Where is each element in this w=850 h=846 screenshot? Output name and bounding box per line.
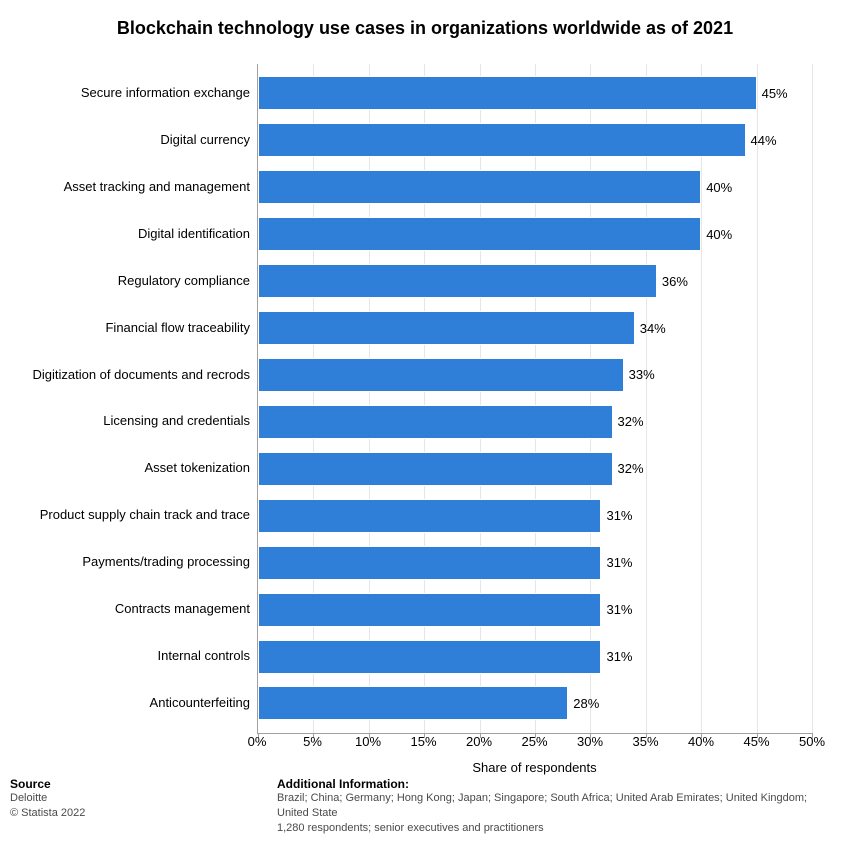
- category-label: Digital identification: [18, 227, 258, 242]
- category-label: Secure information exchange: [18, 86, 258, 101]
- x-tick-label: 35%: [632, 734, 658, 749]
- bar-value-label: 44%: [746, 133, 777, 148]
- bar: [258, 405, 613, 439]
- bar-row: Digital currency44%: [258, 123, 812, 157]
- bar: [258, 358, 624, 392]
- bar-row: Asset tracking and management40%: [258, 170, 812, 204]
- category-label: Digital currency: [18, 133, 258, 148]
- chart-footer: Source Deloitte © Statista 2022 Addition…: [10, 777, 840, 836]
- bar-value-label: 33%: [624, 367, 655, 382]
- copyright: © Statista 2022: [10, 806, 247, 821]
- bar-value-label: 31%: [601, 602, 632, 617]
- bar: [258, 170, 701, 204]
- bar: [258, 76, 757, 110]
- bar-value-label: 34%: [635, 321, 666, 336]
- category-label: Asset tokenization: [18, 461, 258, 476]
- source-block: Source Deloitte © Statista 2022: [10, 777, 247, 836]
- category-label: Digitization of documents and recrods: [18, 368, 258, 383]
- bar-row: Anticounterfeiting28%: [258, 686, 812, 720]
- source-header: Source: [10, 777, 247, 791]
- x-tick-label: 15%: [410, 734, 436, 749]
- x-axis-label: Share of respondents: [257, 760, 812, 775]
- bar: [258, 311, 635, 345]
- info-line1: Brazil; China; Germany; Hong Kong; Japan…: [277, 791, 840, 821]
- category-label: Regulatory compliance: [18, 274, 258, 289]
- bar-value-label: 32%: [613, 461, 644, 476]
- x-tick-label: 40%: [688, 734, 714, 749]
- x-tick-label: 20%: [466, 734, 492, 749]
- source-name: Deloitte: [10, 791, 247, 806]
- x-tick-label: 0%: [248, 734, 267, 749]
- bar: [258, 452, 613, 486]
- category-label: Anticounterfeiting: [18, 696, 258, 711]
- x-tick-label: 10%: [355, 734, 381, 749]
- bars-container: Secure information exchange45% Digital cu…: [258, 64, 812, 733]
- bar-row: Payments/trading processing31%: [258, 546, 812, 580]
- category-label: Licensing and credentials: [18, 414, 258, 429]
- bar-row: Regulatory compliance36%: [258, 264, 812, 298]
- category-label: Product supply chain track and trace: [18, 508, 258, 523]
- bar-value-label: 40%: [701, 180, 732, 195]
- x-tick-label: 5%: [303, 734, 322, 749]
- bar: [258, 546, 601, 580]
- bar-row: Internal controls31%: [258, 640, 812, 674]
- x-tick-label: 25%: [521, 734, 547, 749]
- bar-value-label: 40%: [701, 227, 732, 242]
- bar-value-label: 45%: [757, 86, 788, 101]
- bar-value-label: 32%: [613, 414, 644, 429]
- x-axis-ticks: 0%5%10%15%20%25%30%35%40%45%50%: [257, 734, 812, 752]
- chart-plot-area: Secure information exchange45% Digital cu…: [257, 64, 812, 734]
- chart-title: Blockchain technology use cases in organ…: [10, 18, 840, 39]
- bar-row: Digital identification40%: [258, 217, 812, 251]
- bar-row: Financial flow traceability34%: [258, 311, 812, 345]
- bar: [258, 264, 657, 298]
- gridline: [812, 64, 813, 733]
- category-label: Internal controls: [18, 649, 258, 664]
- bar-value-label: 28%: [568, 696, 599, 711]
- bar: [258, 217, 701, 251]
- info-block: Additional Information: Brazil; China; G…: [277, 777, 840, 836]
- x-tick-label: 45%: [743, 734, 769, 749]
- bar-row: Product supply chain track and trace31%: [258, 499, 812, 533]
- bar: [258, 593, 601, 627]
- bar-row: Asset tokenization32%: [258, 452, 812, 486]
- info-header: Additional Information:: [277, 777, 840, 791]
- category-label: Contracts management: [18, 602, 258, 617]
- bar-value-label: 31%: [601, 508, 632, 523]
- bar-value-label: 36%: [657, 274, 688, 289]
- bar: [258, 686, 568, 720]
- bar-value-label: 31%: [601, 555, 632, 570]
- bar-row: Contracts management31%: [258, 593, 812, 627]
- bar-row: Secure information exchange45%: [258, 76, 812, 110]
- info-line2: 1,280 respondents; senior executives and…: [277, 821, 840, 836]
- category-label: Asset tracking and management: [18, 180, 258, 195]
- bar: [258, 499, 601, 533]
- bar: [258, 123, 746, 157]
- bar-row: Digitization of documents and recrods33%: [258, 358, 812, 392]
- category-label: Payments/trading processing: [18, 555, 258, 570]
- bar-row: Licensing and credentials32%: [258, 405, 812, 439]
- bar: [258, 640, 601, 674]
- bar-value-label: 31%: [601, 649, 632, 664]
- x-tick-label: 30%: [577, 734, 603, 749]
- x-tick-label: 50%: [799, 734, 825, 749]
- category-label: Financial flow traceability: [18, 321, 258, 336]
